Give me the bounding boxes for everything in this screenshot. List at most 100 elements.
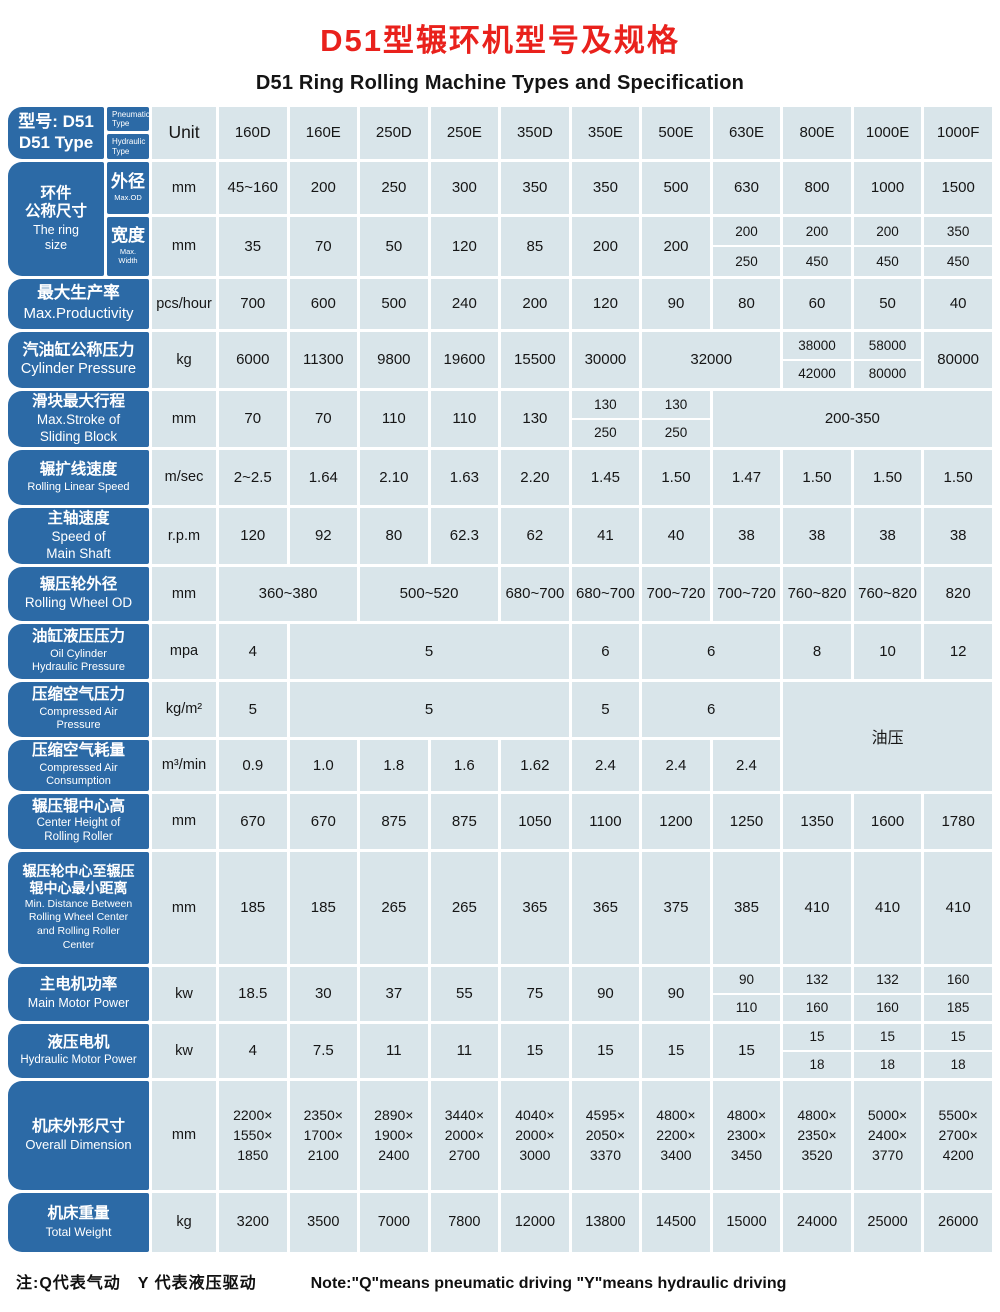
value-cell: 700 [219,278,287,329]
value-cell: 1.64 [289,449,358,505]
value-cell: 670 [289,793,358,849]
table-row-prod: 最大生产率 Max.Productivity pcs/hour 700 600 500 24… [8,278,992,329]
model-header: 500E [642,107,710,159]
value-cell: 6 [642,623,781,679]
value-cell: 800 [783,161,851,214]
value-cell: 3500 [289,1192,358,1252]
value-cell: 200 450 [783,216,851,276]
value-cell: 200 250 [712,216,781,276]
value-cell: 90 [571,966,640,1021]
row-label: 主电机功率 Main Motor Power [8,966,149,1021]
unit-cell: kg [152,331,216,388]
value-cell: 1.50 [783,449,851,505]
value-cell: 7.5 [289,1023,358,1078]
table-row-wheelod: 辗压轮外径 Rolling Wheel OD mm 360~380 500~520 680… [8,566,992,621]
value-cell: 6000 [219,331,287,388]
value-cell: 360~380 [219,566,358,621]
value-cell: 820 [924,566,992,621]
value-cell: 5 [219,681,287,737]
value-cell: 875 [360,793,428,849]
model-header: 800E [783,107,851,159]
value-cell: 110 [430,390,499,447]
value-cell: 11 [360,1023,428,1078]
value-cell: 1.62 [501,739,569,791]
value-cell: 11 [430,1023,499,1078]
value-cell: 680~700 [501,566,569,621]
value-cell: 1050 [501,793,569,849]
unit-cell: mm [152,390,216,447]
value-cell: 5 [571,681,640,737]
value-cell: 92 [289,507,358,564]
table-row-ring_width: 宽度 Max. Width mm 35 70 50 120 85 200 200 200 250 200… [8,216,992,276]
value-cell: 70 [289,390,358,447]
value-cell: 350 [571,161,640,214]
value-cell: 130 250 [571,390,640,447]
value-cell: 19600 [430,331,499,388]
unit-cell: Unit [152,107,216,159]
value-cell: 4595× 2050× 3370 [571,1080,640,1190]
value-cell: 265 [430,851,499,964]
table-row-dims: 机床外形尺寸 Overall Dimension mm 2200× 1550× 185… [8,1080,992,1190]
value-cell: 265 [360,851,428,964]
value-cell: 7800 [430,1192,499,1252]
value-cell: 38 [853,507,922,564]
unit-cell: mpa [152,623,216,679]
value-cell: 200-350 [712,390,992,447]
value-cell: 38 [783,507,851,564]
value-cell: 62 [501,507,569,564]
table-row-centerheight: 辗压辊中心高 Center Height of Rolling Roller mm 6… [8,793,992,849]
model-header: 1000E [853,107,922,159]
value-cell: 410 [783,851,851,964]
row-label: 滑块最大行程 Max.Stroke of Sliding Block [8,390,149,447]
value-cell: 15 [501,1023,569,1078]
unit-cell: m³/min [152,739,216,791]
value-cell: 120 [219,507,287,564]
value-cell: 0.9 [219,739,287,791]
value-cell: 90 [642,278,710,329]
table-row-weight: 机床重量 Total Weight kg 3200 3500 7000 7800 12000 1… [8,1192,992,1252]
value-cell: 2.4 [712,739,781,791]
value-cell: 15 [642,1023,710,1078]
value-cell: 500 [642,161,710,214]
value-cell: 6 [642,681,781,737]
value-cell: 90 [642,966,710,1021]
value-cell: 1.50 [853,449,922,505]
value-cell: 4 [219,1023,287,1078]
row-label: 环件 公称尺寸 The ring size [8,161,104,276]
value-cell: 200 [642,216,710,276]
value-cell: 15 [712,1023,781,1078]
value-cell: 1.47 [712,449,781,505]
value-cell: 10 [853,623,922,679]
value-cell: 2~2.5 [219,449,287,505]
row-sublabel: 宽度 Max. Width [107,216,149,276]
value-cell: 160 185 [924,966,992,1021]
value-cell: 760~820 [853,566,922,621]
value-cell: 5500× 2700× 4200 [924,1080,992,1190]
footer-note: 注:Q代表气动 Y 代表液压驱动 Note:"Q"means pneumatic… [16,1269,1000,1293]
value-cell: 15000 [712,1192,781,1252]
table-row-mindist: 辗压轮中心至辗压 辊中心最小距离 Min. Distance Between Ro… [8,851,992,964]
value-cell: 13800 [571,1192,640,1252]
value-cell: 700~720 [712,566,781,621]
value-cell: 4800× 2300× 3450 [712,1080,781,1190]
type-sublabels: Pneumatic Type Hydraulic Type [107,107,149,159]
table-row-stroke: 滑块最大行程 Max.Stroke of Sliding Block mm 70 70 1… [8,390,992,447]
value-cell: 132 160 [783,966,851,1021]
page-title-en: D51 Ring Rolling Machine Types and Speci… [255,72,745,95]
value-cell: 油压 [783,681,992,791]
value-cell: 1500 [924,161,992,214]
value-cell: 15 18 [853,1023,922,1078]
row-label: 油缸液压压力 Oil Cylinder Hydraulic Pressure [8,623,149,679]
value-cell: 80 [712,278,781,329]
row-label: 液压电机 Hydraulic Motor Power [8,1023,149,1078]
value-cell: 2350× 1700× 2100 [289,1080,358,1190]
row-label: 汽油缸公称压力 Cylinder Pressure [8,331,149,388]
value-cell: 4800× 2350× 3520 [783,1080,851,1190]
value-cell: 375 [642,851,710,964]
table-row-linspeed: 辗扩线速度 Rolling Linear Speed m/sec 2~2.5 1.64 2… [8,449,992,505]
model-header: 160D [219,107,287,159]
unit-cell: mm [152,851,216,964]
page-title-cn: D51型辗环机型号及规格 [320,23,680,58]
unit-cell: kw [152,1023,216,1078]
value-cell: 2.4 [571,739,640,791]
